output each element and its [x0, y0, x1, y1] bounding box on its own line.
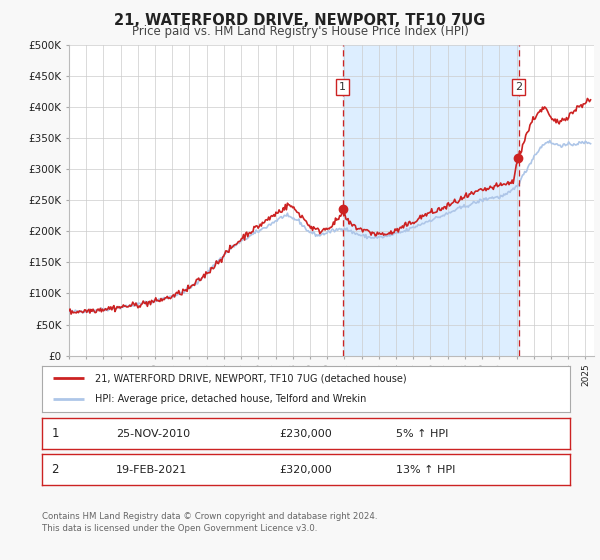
Text: £320,000: £320,000	[280, 465, 332, 474]
Bar	[343, 45, 518, 356]
Text: 2: 2	[52, 463, 59, 476]
Text: 1: 1	[339, 82, 346, 92]
Text: Price paid vs. HM Land Registry's House Price Index (HPI): Price paid vs. HM Land Registry's House …	[131, 25, 469, 38]
Text: HPI: Average price, detached house, Telford and Wrekin: HPI: Average price, detached house, Telf…	[95, 394, 366, 404]
Text: 5% ↑ HPI: 5% ↑ HPI	[396, 429, 448, 438]
Text: 19-FEB-2021: 19-FEB-2021	[116, 465, 187, 474]
Text: 25-NOV-2010: 25-NOV-2010	[116, 429, 190, 438]
Text: 21, WATERFORD DRIVE, NEWPORT, TF10 7UG (detached house): 21, WATERFORD DRIVE, NEWPORT, TF10 7UG (…	[95, 373, 406, 383]
Text: 21, WATERFORD DRIVE, NEWPORT, TF10 7UG: 21, WATERFORD DRIVE, NEWPORT, TF10 7UG	[115, 13, 485, 29]
Text: 1: 1	[52, 427, 59, 440]
Text: This data is licensed under the Open Government Licence v3.0.: This data is licensed under the Open Gov…	[42, 524, 317, 533]
Text: Contains HM Land Registry data © Crown copyright and database right 2024.: Contains HM Land Registry data © Crown c…	[42, 512, 377, 521]
Text: 2: 2	[515, 82, 522, 92]
Text: 13% ↑ HPI: 13% ↑ HPI	[396, 465, 455, 474]
Text: £230,000: £230,000	[280, 429, 332, 438]
